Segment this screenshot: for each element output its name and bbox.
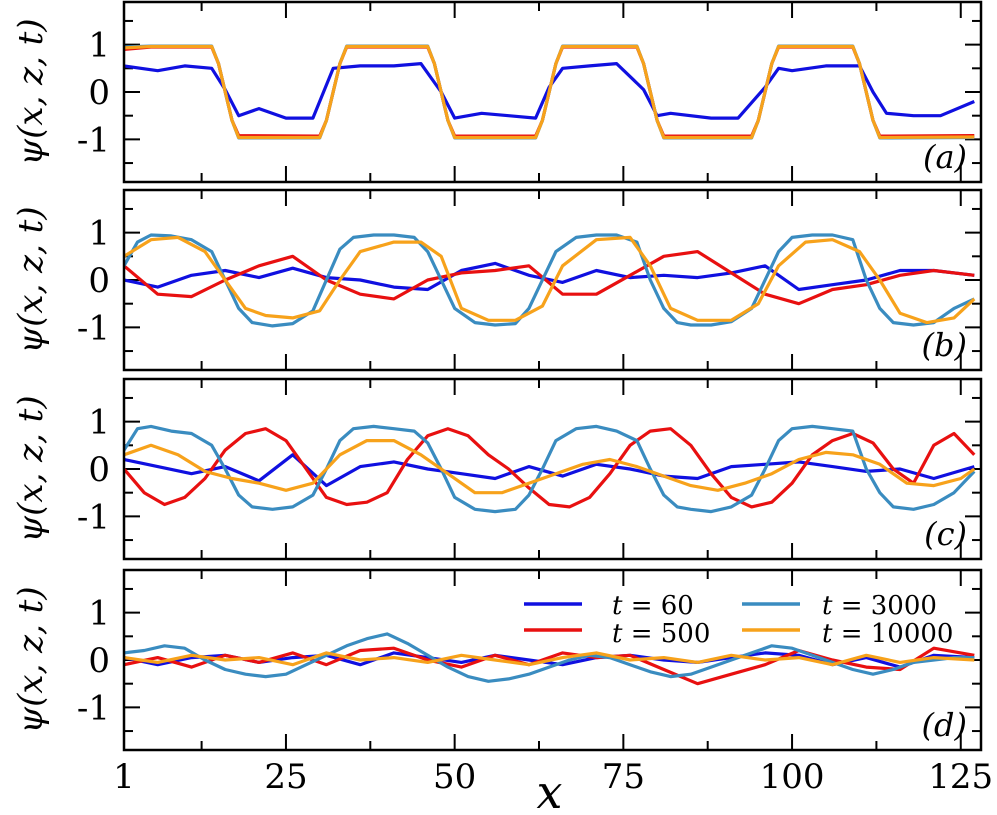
y-tick-label: -1 bbox=[77, 120, 110, 160]
series-lines bbox=[124, 424, 976, 514]
x-tick-label: 25 bbox=[264, 757, 307, 797]
series-lines bbox=[124, 44, 975, 140]
y-axis-label: ψ(x, z, t) bbox=[11, 586, 51, 733]
panel-tag: (b) bbox=[922, 326, 967, 364]
y-tick-label: 0 bbox=[88, 641, 110, 681]
y-tick-label: 0 bbox=[88, 73, 110, 113]
legend-label-500: t = 500 bbox=[612, 619, 710, 649]
y-tick-label: -1 bbox=[77, 497, 110, 537]
panel-frame bbox=[122, 377, 983, 561]
y-tick-label: 1 bbox=[88, 26, 110, 66]
panel-a: 1 0 -1 ψ(x, z, t) (a) bbox=[11, 0, 983, 184]
y-axis-label: ψ(x, z, t) bbox=[11, 18, 51, 165]
series-line-3000 bbox=[124, 424, 976, 514]
y-tick-label: 0 bbox=[88, 261, 110, 301]
legend-label-3000: t = 3000 bbox=[822, 591, 937, 621]
y-tick-label: 1 bbox=[88, 403, 110, 443]
series-line-500 bbox=[124, 427, 976, 509]
panel-frame bbox=[122, 568, 983, 752]
legend-label-10000: t = 10000 bbox=[822, 619, 953, 649]
series-lines bbox=[124, 632, 975, 686]
x-tick-label: 125 bbox=[928, 757, 993, 797]
series-line-10000 bbox=[124, 651, 975, 667]
series-line-10000 bbox=[124, 235, 976, 325]
series-lines bbox=[124, 233, 976, 328]
x-tick-label: 75 bbox=[602, 757, 645, 797]
panel-d: 1 0 -1 ψ(x, z, t) (d) bbox=[11, 568, 983, 752]
x-tick-label: 50 bbox=[433, 757, 476, 797]
panel-tag: (a) bbox=[923, 138, 967, 176]
x-tick-label: 100 bbox=[760, 757, 825, 797]
y-tick-label: 1 bbox=[88, 214, 110, 254]
series-line-60 bbox=[124, 453, 975, 488]
panel-c: 1 0 -1 ψ(x, z, t) (c) bbox=[11, 377, 983, 561]
x-tick-label: 1 bbox=[113, 757, 135, 797]
series-line-500 bbox=[124, 646, 975, 686]
panel-frame bbox=[122, 188, 983, 372]
panel-b: 1 0 -1 ψ(x, z, t) (b) bbox=[11, 188, 983, 372]
legend-label-60: t = 60 bbox=[612, 591, 694, 621]
panel-tag: (d) bbox=[922, 706, 967, 744]
series-line-10000 bbox=[124, 439, 976, 495]
panels-group: 1 0 -1 ψ(x, z, t) (a) 1 0 -1 ψ(x, z, t) (b) 1 0 -1 ψ(… bbox=[11, 0, 983, 752]
x-axis-label: x bbox=[537, 765, 563, 815]
series-line-500 bbox=[124, 250, 975, 306]
y-tick-label: 1 bbox=[88, 594, 110, 634]
series-line-3000 bbox=[124, 233, 975, 328]
y-axis-label: ψ(x, z, t) bbox=[11, 206, 51, 353]
series-line-3000 bbox=[124, 632, 975, 683]
series-line-10000 bbox=[124, 44, 975, 140]
panel-tag: (c) bbox=[924, 515, 967, 553]
y-tick-label: 0 bbox=[88, 450, 110, 490]
y-tick-label: -1 bbox=[77, 688, 110, 728]
y-axis-label: ψ(x, z, t) bbox=[11, 395, 51, 542]
y-tick-label: -1 bbox=[77, 308, 110, 348]
panel-frame bbox=[122, 0, 983, 184]
